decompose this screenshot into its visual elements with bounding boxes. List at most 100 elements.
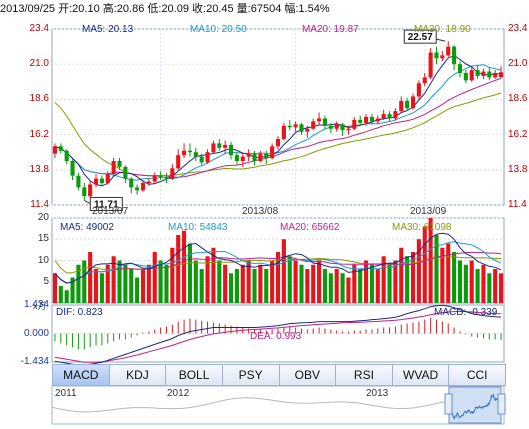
price-y-tick-left: 23.4 — [29, 23, 49, 34]
candle-body — [170, 168, 175, 179]
price-y-tick-right: 13.8 — [508, 163, 528, 175]
volume-bar — [299, 264, 304, 303]
candle-body — [416, 83, 421, 97]
volume-bar — [428, 218, 433, 303]
ma5-line — [54, 54, 502, 187]
candle-body — [264, 153, 269, 159]
price-y-tick-right: 16.2 — [508, 128, 528, 140]
volume-bar — [375, 269, 380, 303]
volume-bar — [293, 260, 298, 303]
candle-body — [334, 124, 339, 129]
volume-bar — [199, 269, 204, 303]
candle-body — [428, 52, 433, 78]
volume-y-tick: 15 — [37, 233, 49, 245]
candle-body — [176, 155, 181, 169]
candle-body — [129, 178, 134, 188]
volume-bar — [340, 273, 345, 303]
navigator-window — [448, 386, 502, 424]
candle-body — [111, 161, 116, 175]
candle-body — [369, 117, 374, 122]
indicator-tabs: MACD KDJ BOLL PSY OBV RSI WVAD CCI — [52, 364, 506, 386]
navigator-left-handle[interactable] — [444, 393, 453, 415]
candle-body — [117, 161, 122, 167]
dif-line — [54, 304, 502, 366]
tab-rsi[interactable]: RSI — [336, 365, 393, 385]
volume-bar — [76, 264, 81, 303]
volume-bar — [317, 260, 322, 303]
price-y-tick-left: 21.0 — [29, 58, 49, 70]
candle-body — [405, 100, 410, 109]
price-y-tick-right: 23.4 — [508, 23, 528, 34]
candle-body — [193, 152, 198, 157]
candle-body — [70, 161, 75, 176]
candle-body — [158, 175, 163, 178]
high-marker-box — [403, 29, 437, 44]
volume-bar — [346, 277, 351, 303]
candle-body — [487, 71, 492, 78]
candle-body — [410, 96, 416, 109]
candle-body — [452, 46, 457, 65]
volume-bar — [228, 273, 234, 303]
price-x-tick: 2013/07 — [92, 206, 129, 217]
candle-body — [240, 156, 245, 161]
vol-ma5-line — [54, 232, 502, 284]
candle-body — [293, 124, 298, 128]
volume-bar — [170, 247, 175, 303]
candle-body — [281, 125, 286, 139]
candle-body — [152, 175, 157, 182]
candle-body — [375, 118, 380, 122]
price-y-tick-right: 21.0 — [508, 58, 528, 70]
tab-macd[interactable]: MACD — [53, 365, 110, 385]
tab-wvad[interactable]: WVAD — [393, 365, 450, 385]
candle-body — [182, 150, 187, 156]
candle-body — [140, 183, 146, 191]
tab-kdj[interactable]: KDJ — [110, 365, 167, 385]
tab-cci[interactable]: CCI — [466, 368, 488, 382]
candle-body — [275, 139, 281, 147]
volume-bar — [58, 286, 63, 303]
volume-bar — [117, 260, 122, 303]
tab-obv[interactable]: OBV — [280, 365, 337, 385]
candle-body — [399, 100, 404, 112]
candle-body — [387, 114, 392, 119]
volume-bar — [334, 269, 339, 303]
volume-bar — [481, 264, 486, 303]
volume-bar — [217, 260, 222, 303]
price-y-tick-right: 18.6 — [508, 93, 528, 105]
candle-body — [393, 111, 398, 119]
tab-psy[interactable]: PSY — [223, 365, 280, 385]
volume-bar — [358, 269, 363, 303]
volume-bar — [475, 269, 480, 303]
candle-body — [88, 184, 93, 197]
volume-bar — [193, 260, 198, 303]
volume-bar — [369, 264, 374, 303]
candle-body — [493, 73, 498, 78]
candle-body — [422, 77, 427, 84]
volume-bar — [146, 264, 151, 303]
dea-line — [54, 310, 502, 363]
volume-bar — [446, 243, 451, 303]
volume-bar — [52, 273, 57, 303]
navigator-right-handle[interactable] — [497, 393, 506, 415]
candle-body — [305, 128, 310, 132]
candle-body — [469, 70, 474, 81]
volume-bar — [234, 269, 239, 303]
candle-body — [217, 143, 222, 148]
volume-bar — [405, 256, 410, 303]
macd-label: MACD: -0.339 — [434, 307, 498, 318]
candle-body — [270, 146, 275, 159]
volume-bar — [440, 247, 445, 303]
volume-bar — [328, 273, 333, 303]
candle-body — [76, 175, 81, 188]
volume-y-tick: 5 — [43, 275, 49, 287]
candle-body — [322, 118, 328, 126]
volume-bar — [463, 264, 468, 303]
tab-boll[interactable]: BOLL — [166, 365, 223, 385]
candle-body — [82, 187, 87, 197]
volume-bar — [487, 273, 492, 303]
volume-bar — [140, 269, 146, 303]
candle-body — [446, 46, 451, 56]
navigator-year: 2013 — [366, 388, 389, 399]
volume-bar — [270, 260, 275, 303]
